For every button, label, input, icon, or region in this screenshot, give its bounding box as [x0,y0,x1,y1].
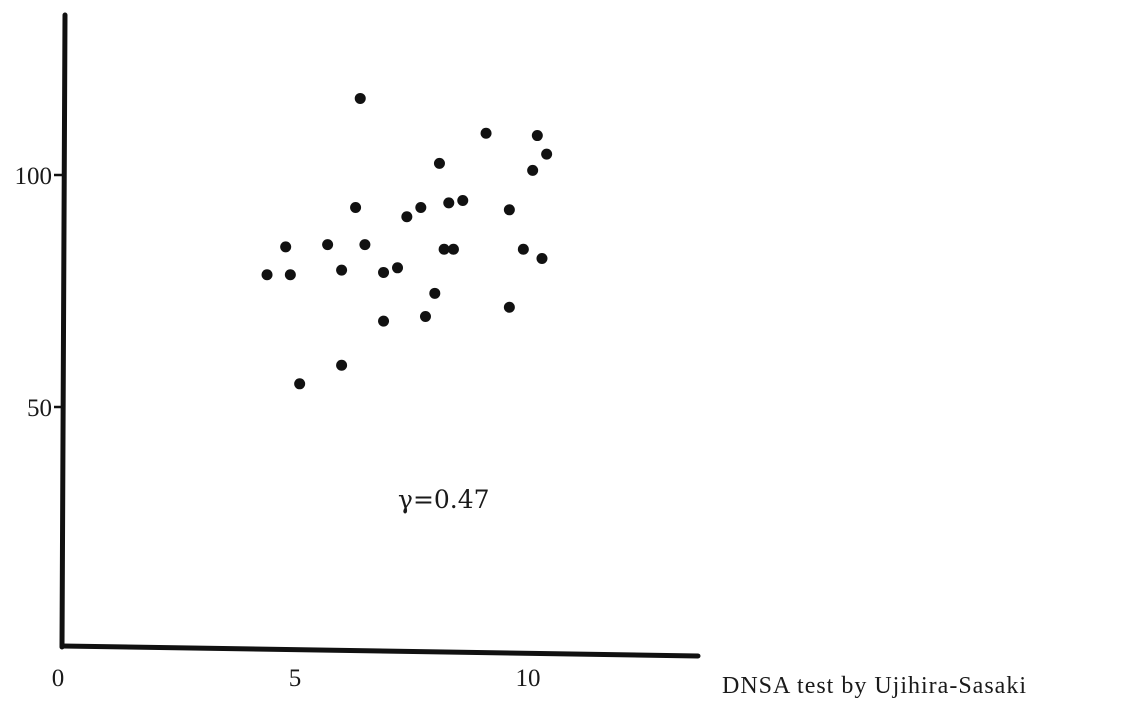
data-point [401,211,413,223]
data-point [294,378,306,390]
data-point [261,269,273,281]
data-point [541,148,553,160]
x-tick-label: 10 [516,665,541,692]
data-point [336,264,348,276]
data-point [438,243,450,255]
data-point [284,269,296,281]
data-point [503,301,515,313]
data-point [531,130,543,142]
x-tick-label: 5 [289,665,302,692]
data-point [322,239,334,251]
data-point [433,157,445,169]
data-point [415,201,427,213]
y-axis-ticks: 50 100 [15,163,64,422]
data-point [378,266,390,278]
data-point [443,197,455,209]
data-point [392,262,404,274]
correlation-annotation: γ=0.47 [398,485,490,514]
data-point [359,239,371,251]
data-point [336,359,348,371]
data-point [480,127,492,139]
data-point [457,195,469,207]
data-point [517,243,529,255]
x-tick-label: 0 [52,665,65,692]
data-point [354,92,366,104]
data-point [429,287,441,299]
data-point [350,201,362,213]
data-point [536,253,548,265]
x-axis-title: DNSA test by Ujihira-Sasaki [722,673,1027,699]
data-point [419,311,431,323]
data-point [447,243,459,255]
y-tick-label: 100 [15,163,53,190]
data-points [261,92,553,390]
data-point [280,241,292,253]
data-point [378,315,390,327]
y-axis-line [59,12,68,650]
y-tick-label: 50 [27,395,52,422]
x-axis-ticks: 0 5 10 [52,665,541,692]
data-point [503,204,515,216]
data-point [527,164,539,176]
x-axis-line [59,643,701,659]
